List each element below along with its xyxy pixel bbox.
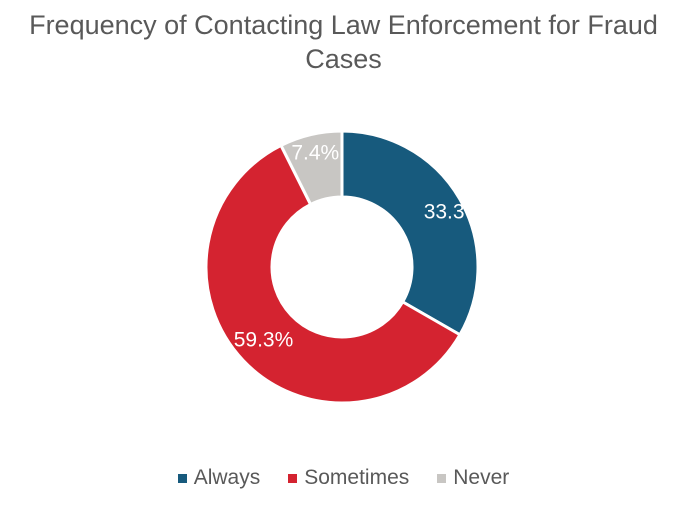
slice-label-always: 33.3% [424, 200, 484, 223]
slice-labels: 33.3% 59.3% 7.4% [234, 142, 484, 352]
legend-item-never: Never [437, 466, 509, 490]
slice-always [340, 129, 480, 337]
legend-label-sometimes: Sometimes [304, 466, 410, 489]
legend-swatch-never [437, 473, 447, 483]
legend-label-always: Always [193, 466, 261, 489]
slice-label-never: 7.4% [291, 142, 339, 165]
chart-title-line-1: Frequency of Contacting Law Enforcement … [29, 10, 658, 40]
legend-item-sometimes: Sometimes [288, 466, 409, 490]
legend-swatch-sometimes [288, 473, 298, 483]
chart-title-line-2: Cases [305, 44, 382, 74]
legend: Always Sometimes Never [0, 466, 687, 490]
donut-slices [204, 129, 480, 405]
slice-label-sometimes: 59.3% [234, 329, 294, 352]
legend-swatch-always [177, 473, 187, 483]
slice-never [279, 129, 344, 207]
legend-item-always: Always [177, 466, 261, 490]
slice-sometimes [204, 143, 462, 405]
legend-label-never: Never [453, 466, 510, 489]
chart-title: Frequency of Contacting Law Enforcement … [0, 8, 687, 76]
